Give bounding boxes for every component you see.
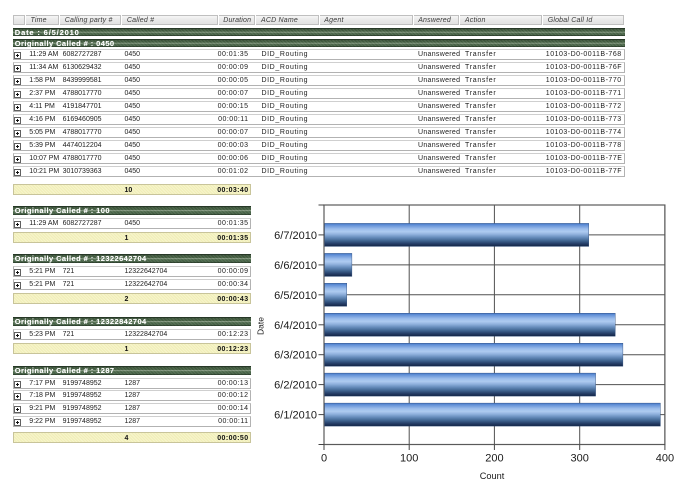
svg-text:Date: Date [256, 317, 266, 335]
svg-text:6/7/2010: 6/7/2010 [274, 230, 317, 242]
svg-text:6/1/2010: 6/1/2010 [274, 410, 317, 422]
svg-text:Count: Count [480, 471, 505, 481]
svg-text:6/6/2010: 6/6/2010 [274, 260, 317, 272]
svg-text:0: 0 [321, 453, 327, 465]
svg-text:400: 400 [656, 453, 674, 465]
svg-text:6/2/2010: 6/2/2010 [274, 380, 317, 392]
svg-text:6/4/2010: 6/4/2010 [274, 320, 317, 332]
svg-text:6/3/2010: 6/3/2010 [274, 350, 317, 362]
svg-text:6/5/2010: 6/5/2010 [274, 290, 317, 302]
svg-text:100: 100 [400, 453, 418, 465]
svg-text:200: 200 [485, 453, 503, 465]
svg-text:300: 300 [571, 453, 589, 465]
